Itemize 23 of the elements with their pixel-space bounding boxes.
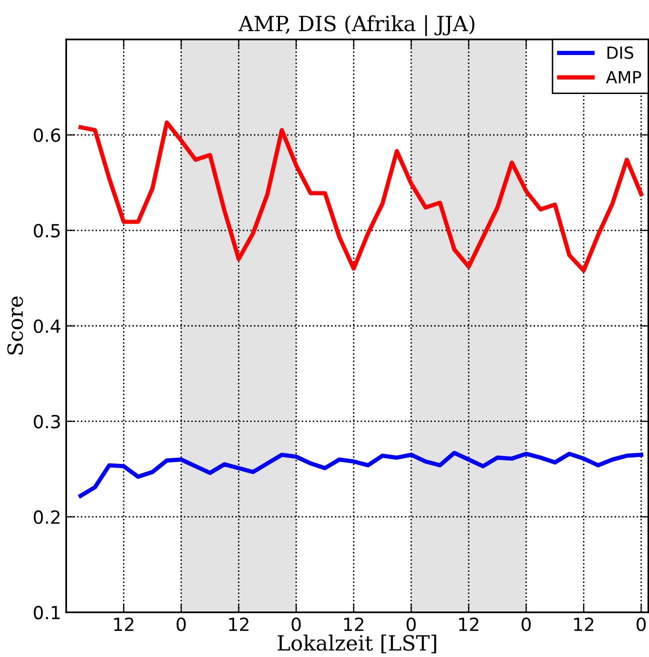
x-tick-label: 0 [176, 618, 186, 632]
y-tick-label: 0.2 [34, 510, 60, 524]
x-tick-label: 12 [229, 618, 248, 631]
x-tick-label: 12 [574, 618, 594, 631]
x-axis-title: Lokalzeit [LST] [278, 634, 436, 654]
x-tick-label: 0 [406, 618, 416, 632]
y-tick-label: 0.1 [34, 606, 60, 620]
y-tick-label: 0.5 [34, 224, 60, 238]
x-tick-label: 0 [636, 618, 646, 632]
y-tick-label: 0.4 [34, 319, 60, 333]
y-axis-title: Score [7, 296, 24, 355]
legend-label: DIS [607, 46, 634, 59]
x-tick-label: 12 [459, 618, 478, 631]
line-series [78, 120, 644, 273]
legend-label: AMP [606, 71, 642, 84]
x-tick-label: 0 [522, 618, 531, 632]
line-series [78, 450, 644, 498]
x-tick-label: 12 [344, 618, 364, 631]
chart-title: AMP, DIS (Afrika | JJA) [238, 15, 474, 36]
x-tick-label: 0 [292, 618, 301, 632]
y-tick-label: 0.6 [34, 128, 60, 142]
x-tick-label: 12 [114, 618, 134, 631]
y-tick-label: 0.3 [34, 414, 60, 428]
